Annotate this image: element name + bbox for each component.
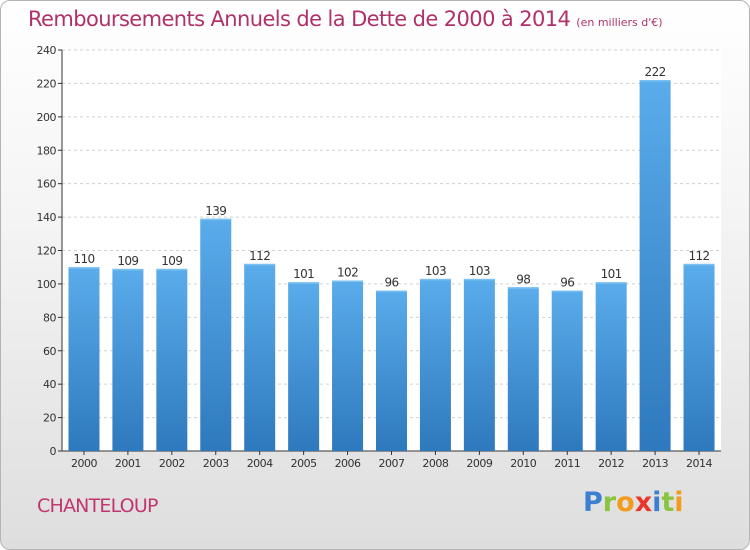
data-label-2000: 110: [73, 252, 94, 266]
x-tick-label-2000: 2000: [71, 457, 97, 470]
data-label-2012: 101: [601, 267, 622, 281]
data-label-2014: 112: [688, 249, 709, 263]
y-tick-label: 180: [37, 144, 57, 157]
x-tick-label-2004: 2004: [247, 457, 273, 470]
y-tick-label: 0: [50, 445, 57, 458]
bar-top-edge: [683, 263, 715, 266]
x-tick-label-2013: 2013: [642, 457, 668, 470]
x-tick-label-2007: 2007: [379, 457, 405, 470]
y-tick-label: 200: [37, 111, 57, 124]
data-label-2011: 96: [560, 276, 574, 290]
bar-top-edge: [419, 278, 451, 281]
x-tick-label-2001: 2001: [115, 457, 141, 470]
bar-top-edge: [551, 290, 583, 293]
data-label-2004: 112: [249, 249, 270, 263]
x-tick-label-2008: 2008: [422, 457, 448, 470]
bar-2007: [376, 290, 407, 451]
logo-letter: i: [652, 487, 662, 518]
bar-top-edge: [156, 268, 188, 271]
bar-2011: [551, 290, 583, 451]
bar-top-edge: [288, 282, 320, 284]
y-tick-label: 40: [43, 378, 56, 391]
chart-title: Remboursements Annuels de la Dette de 20…: [28, 7, 663, 31]
data-label-2003: 139: [205, 204, 226, 218]
bar-top-edge: [507, 287, 539, 289]
logo-letter: i: [674, 487, 684, 518]
y-tick-label: 120: [37, 245, 57, 258]
proxiti-logo: Proxiti: [583, 487, 684, 518]
y-tick-label: 60: [43, 345, 56, 358]
logo-letter: o: [616, 487, 635, 518]
data-label-2008: 103: [425, 264, 446, 278]
x-tick-label-2014: 2014: [686, 457, 712, 470]
data-label-2007: 96: [384, 276, 398, 290]
bar-2013: [639, 80, 671, 451]
bar-2005: [288, 282, 320, 451]
bar-2006: [332, 280, 364, 451]
data-label-2009: 103: [469, 264, 490, 278]
bar-top-edge: [376, 290, 407, 293]
bar-2003: [200, 218, 232, 451]
data-label-2010: 98: [516, 272, 530, 286]
x-tick-label-2009: 2009: [466, 457, 492, 470]
bar-2008: [419, 278, 451, 451]
bar-2004: [244, 263, 276, 451]
y-tick-label: 140: [37, 211, 57, 224]
x-tick-label-2006: 2006: [335, 457, 361, 470]
logo-letter: r: [602, 487, 617, 518]
data-label-2005: 101: [293, 267, 314, 281]
x-tick-label-2002: 2002: [159, 457, 185, 470]
bar-top-edge: [112, 268, 144, 271]
chart-subtitle: (en milliers d'€): [576, 16, 663, 29]
bar-2009: [463, 278, 495, 451]
bar-top-edge: [595, 282, 627, 284]
logo-letter: x: [634, 487, 653, 518]
y-tick-label: 160: [37, 178, 57, 191]
data-label-2002: 109: [161, 254, 182, 268]
bar-2012: [595, 282, 627, 451]
logo-letter: t: [661, 487, 675, 518]
bar-top-edge: [332, 280, 364, 283]
bar-2000: [68, 267, 100, 451]
bar-top-edge: [68, 267, 100, 269]
x-tick-label-2003: 2003: [203, 457, 229, 470]
commune-name: CHANTELOUP: [37, 495, 158, 517]
x-tick-label-2010: 2010: [510, 457, 536, 470]
bar-top-edge: [200, 218, 232, 221]
y-tick-label: 220: [37, 77, 57, 90]
y-tick-label: 100: [37, 278, 57, 291]
x-tick-label-2005: 2005: [291, 457, 317, 470]
x-tick-label-2012: 2012: [598, 457, 624, 470]
y-tick-label: 240: [37, 44, 57, 57]
bar-2010: [507, 287, 539, 451]
bar-2001: [112, 268, 144, 451]
bar-2014: [683, 263, 715, 451]
y-tick-label: 20: [43, 412, 56, 425]
data-label-2001: 109: [117, 254, 138, 268]
data-label-2013: 222: [645, 65, 666, 79]
data-label-2006: 102: [337, 266, 358, 280]
chart-title-text: Remboursements Annuels de la Dette de 20…: [28, 7, 571, 31]
bar-top-edge: [463, 278, 495, 281]
bar-top-edge: [639, 80, 671, 82]
x-tick-label-2011: 2011: [554, 457, 580, 470]
y-tick-label: 80: [43, 311, 56, 324]
logo-letter: P: [583, 487, 603, 518]
bar-2002: [156, 268, 188, 451]
bar-top-edge: [244, 263, 276, 266]
